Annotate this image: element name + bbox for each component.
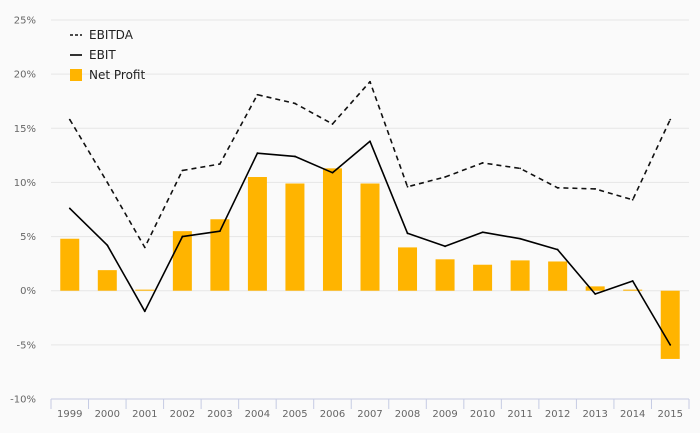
y-tick-label: 25%	[14, 16, 36, 27]
point-ebitda	[143, 246, 146, 249]
point-ebitda	[556, 186, 559, 189]
x-tick-label: 2007	[357, 409, 382, 420]
x-tick-label: 2008	[395, 409, 420, 420]
grid-layer	[51, 19, 689, 346]
point-ebitda	[68, 118, 71, 121]
point-ebitda	[369, 80, 371, 83]
x-tick-label: 2005	[282, 409, 307, 420]
x-tick-label: 2012	[545, 409, 570, 420]
point-ebit	[181, 235, 184, 238]
point-ebitda	[444, 176, 446, 178]
legend-label-net-profit: Net Profit	[89, 68, 145, 82]
legend: EBITDA EBIT Net Profit	[70, 28, 145, 82]
bar-net-profit	[398, 247, 418, 291]
point-ebitda	[256, 93, 259, 96]
x-tick-label: 2011	[507, 409, 532, 420]
x-tick-label: 2002	[170, 409, 195, 420]
point-ebit	[331, 171, 334, 174]
point-ebit	[294, 155, 296, 158]
point-ebit	[631, 280, 634, 282]
x-tick-label: 2004	[245, 409, 270, 420]
bar-net-profit	[97, 270, 117, 291]
point-ebit	[143, 310, 146, 313]
point-ebitda	[594, 188, 597, 190]
x-tick-label: 2013	[582, 409, 607, 420]
legend-label-ebit: EBIT	[89, 48, 116, 62]
lines-layer	[68, 80, 672, 346]
point-ebit	[256, 152, 259, 155]
point-ebit	[406, 232, 409, 235]
bar-net-profit	[247, 177, 267, 291]
x-tick-label: 2015	[658, 409, 683, 420]
point-ebit	[594, 293, 597, 295]
bar-net-profit	[623, 289, 643, 291]
point-ebitda	[218, 163, 221, 165]
point-ebit	[369, 140, 371, 143]
point-ebitda	[481, 162, 484, 164]
x-tick-label: 2009	[432, 409, 457, 420]
y-tick-label: 5%	[20, 232, 36, 243]
bar-net-profit	[360, 183, 380, 291]
bar-net-profit	[60, 238, 80, 291]
x-tick-label: 1999	[57, 409, 82, 420]
point-ebit	[519, 237, 522, 240]
bar-net-profit	[548, 261, 568, 291]
bar-net-profit	[135, 289, 155, 291]
bar-net-profit	[585, 286, 605, 291]
bar-net-profit	[285, 183, 305, 291]
axis-layer: -10% -5% 0% 5% 10% 15% 20% 25% 1999 2000 2001 2002 2…	[10, 16, 690, 420]
legend-label-ebitda: EBITDA	[89, 28, 134, 42]
bar-net-profit	[510, 260, 530, 291]
legend-swatch-net-profit	[70, 69, 82, 81]
bar-net-profit	[322, 168, 342, 291]
bar-net-profit	[172, 231, 192, 291]
point-ebit	[68, 207, 71, 210]
bar-net-profit	[660, 290, 680, 359]
point-ebitda	[519, 167, 522, 170]
x-tick-label: 2006	[320, 409, 345, 420]
x-tick-label: 2001	[132, 409, 157, 420]
bar-net-profit	[210, 219, 230, 291]
point-ebitda	[331, 123, 334, 125]
x-tick-label: 2010	[470, 409, 495, 420]
point-ebit	[669, 343, 672, 346]
y-tick-label: -5%	[17, 340, 36, 351]
y-tick-label: 0%	[20, 286, 36, 297]
point-ebitda	[669, 118, 672, 121]
point-ebitda	[294, 102, 296, 105]
point-ebitda	[631, 198, 634, 201]
point-ebitda	[181, 169, 184, 172]
point-ebit	[106, 244, 109, 247]
x-tick-label: 2000	[95, 409, 120, 420]
y-tick-label: 15%	[14, 124, 36, 135]
point-ebit	[444, 245, 446, 248]
y-tick-label: 10%	[14, 178, 36, 189]
bar-net-profit	[473, 264, 493, 291]
point-ebit	[556, 248, 559, 251]
x-tick-label: 2014	[620, 409, 645, 420]
point-ebitda	[406, 185, 409, 188]
y-tick-label: -10%	[10, 395, 36, 406]
bar-net-profit	[435, 259, 455, 291]
y-tick-label: 20%	[14, 70, 36, 81]
point-ebit	[481, 231, 484, 234]
point-ebit	[218, 230, 221, 233]
bars-layer	[60, 168, 680, 359]
point-ebitda	[106, 181, 109, 184]
x-tick-label: 2003	[207, 409, 232, 420]
